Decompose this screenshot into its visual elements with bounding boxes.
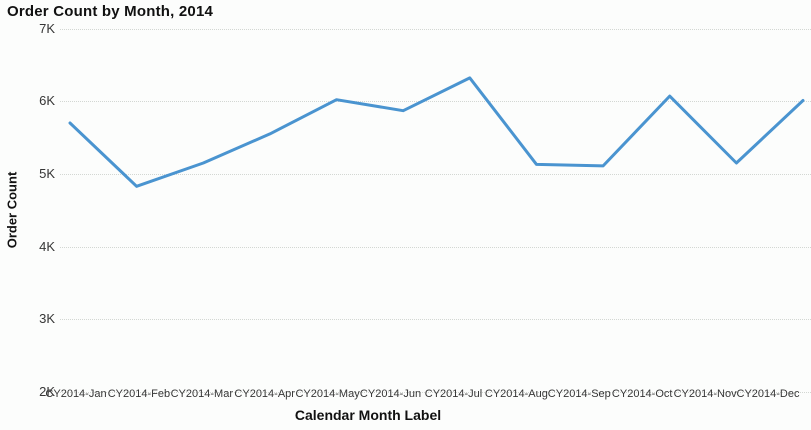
gridline: [60, 173, 811, 175]
x-tick-label: CY2014-Dec: [736, 388, 800, 400]
gridline: [60, 101, 811, 103]
y-tick-label: 4K: [39, 238, 55, 254]
x-tick-label: CY2014-May: [295, 388, 360, 400]
y-tick-label: 7K: [39, 20, 55, 36]
x-tick-label: CY2014-Jul: [424, 388, 483, 400]
y-tick-label: 3K: [39, 311, 55, 327]
gridline: [60, 28, 811, 30]
x-tick-label: CY2014-Jun: [359, 388, 422, 400]
x-axis-title: Calendar Month Label: [294, 407, 442, 423]
chart-title: Order Count by Month, 2014: [7, 3, 214, 20]
y-tick-label: 2K: [39, 384, 55, 399]
x-tick-label: CY2014-Mar: [170, 388, 233, 400]
x-tick-label: CY2014-Nov: [673, 388, 737, 400]
x-tick-label: CY2014-Oct: [611, 388, 673, 400]
gridline: [60, 246, 811, 248]
order-count-line: [68, 76, 805, 188]
gridline: [60, 392, 811, 393]
x-tick-label: CY2014-Aug: [484, 388, 548, 400]
x-tick-label: CY2014-Sep: [547, 388, 611, 400]
y-tick-label: 6K: [39, 93, 55, 109]
gridline: [60, 319, 811, 321]
y-tick-label: 5K: [39, 165, 55, 181]
x-tick-label: CY2014-Feb: [107, 388, 171, 400]
x-tick-label: CY2014-Jan: [45, 388, 107, 400]
x-tick-label: CY2014-Apr: [234, 388, 295, 400]
